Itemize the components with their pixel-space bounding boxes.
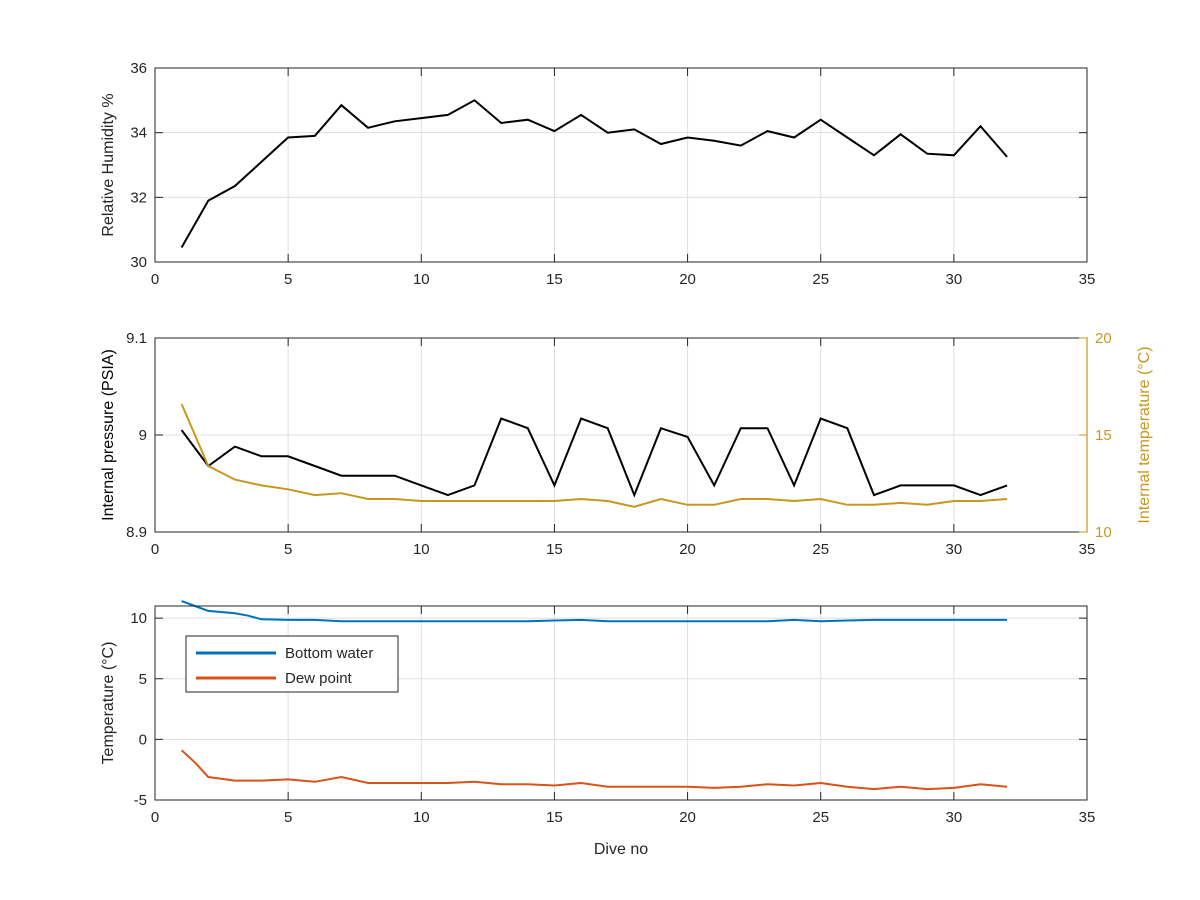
- x-tick-label: 35: [1079, 271, 1096, 288]
- y-tick-label: 5: [139, 671, 147, 688]
- axes-box: [154, 67, 1088, 263]
- x-tick-label: 30: [946, 541, 963, 558]
- y-tick-label: 8.9: [126, 524, 147, 541]
- x-tick-label: 30: [946, 809, 963, 826]
- series-line-1: [180, 99, 1008, 248]
- x-tick-label: 25: [812, 541, 829, 558]
- x-tick-label: 15: [546, 541, 563, 558]
- x-tick-label: 5: [284, 541, 292, 558]
- x-axis-label: Dive no: [594, 841, 648, 858]
- x-tick-label: 30: [946, 271, 963, 288]
- series-line-2: [180, 749, 1008, 791]
- x-tick-label: 15: [546, 271, 563, 288]
- x-tick-label: 25: [812, 809, 829, 826]
- y-tick-label: 0: [139, 731, 147, 748]
- y-axis-label: Internal pressure (PSIA): [100, 349, 117, 521]
- x-tick-label: 0: [151, 271, 159, 288]
- x-tick-label: 20: [679, 271, 696, 288]
- axes-box: [154, 605, 1088, 801]
- y-tick-label: 9: [139, 427, 147, 444]
- plot-area: [155, 68, 1087, 262]
- y-tick-label: 10: [130, 610, 147, 627]
- x-tick-label: 0: [151, 541, 159, 558]
- chart-panel-2: 0 5 10 15 20 25 30 35 8.9 9 9.1 10 15 20 Internal temp…: [100, 330, 1153, 558]
- y2-tick-label: 20: [1095, 330, 1112, 347]
- y-axis-label: Temperature (°C): [100, 642, 117, 765]
- legend-box: [185, 635, 399, 693]
- x-tick-label: 20: [679, 541, 696, 558]
- x-tick-label: 35: [1079, 809, 1096, 826]
- y2-tick-label: 15: [1095, 427, 1112, 444]
- series-line-1: [181, 600, 1008, 623]
- y-tick-label: 9.1: [126, 330, 147, 347]
- plot-area: [155, 606, 1087, 800]
- x-tick-label: 5: [284, 809, 292, 826]
- x-tick-label: 10: [413, 271, 430, 288]
- y-tick-label: -5: [134, 792, 147, 809]
- x-tick-label: 10: [413, 541, 430, 558]
- x-tick-label: 20: [679, 809, 696, 826]
- series-line-2: [180, 403, 1008, 508]
- y-tick-label: 36: [130, 60, 147, 77]
- y2-axis-label: Internal temperature (°C): [1136, 346, 1153, 523]
- legend: Bottom water Dew point: [185, 635, 399, 693]
- x-tick-label: 15: [546, 809, 563, 826]
- chart-panel-1: 0 5 10 15 20 25 30 35 30 32 34 36 Relative Humidity …: [100, 60, 1095, 288]
- x-tick-label: 0: [151, 809, 159, 826]
- x-tick-label: 5: [284, 271, 292, 288]
- y-tick-label: 34: [130, 125, 147, 142]
- legend-label-1: Bottom water: [285, 645, 373, 662]
- y2-tick-label: 10: [1095, 524, 1112, 541]
- x-tick-label: 10: [413, 809, 430, 826]
- x-tick-label: 35: [1079, 541, 1096, 558]
- series-line-1: [180, 417, 1008, 498]
- y-tick-label: 30: [130, 254, 147, 271]
- legend-label-2: Dew point: [285, 670, 353, 687]
- y-tick-label: 32: [130, 189, 147, 206]
- x-tick-label: 25: [812, 271, 829, 288]
- y-axis-label: Relative Humidity %: [100, 93, 117, 236]
